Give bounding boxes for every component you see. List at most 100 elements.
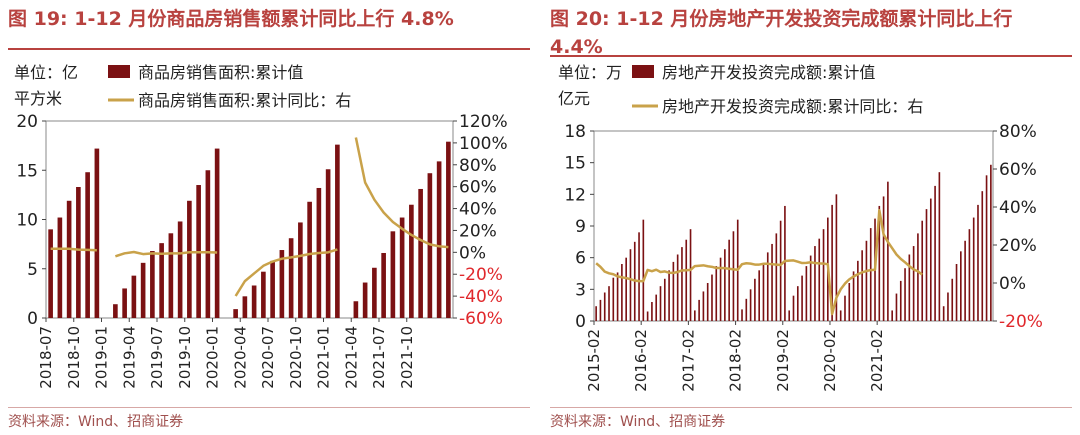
bar-mark: [784, 205, 786, 321]
bar-mark: [307, 201, 312, 318]
legend-line-label: 商品房销售面积:累计同比：右: [138, 91, 351, 110]
x-tick-label: 2019-04: [120, 326, 138, 389]
bar-mark: [76, 187, 81, 318]
bar-mark: [869, 228, 872, 321]
x-tick-label: 2021-04: [342, 326, 360, 389]
bar-mark: [418, 188, 423, 318]
yoy-line-segment: [50, 247, 97, 252]
bar-mark: [409, 204, 414, 318]
bar-mark: [908, 254, 911, 321]
bar-mark: [122, 288, 127, 318]
bar-mark: [646, 311, 649, 321]
x-tick-label: 2015-02: [585, 329, 603, 392]
bar-mark: [57, 217, 63, 318]
bar-mark: [638, 232, 640, 321]
bar-mark: [754, 278, 756, 321]
bar-mark: [955, 264, 958, 321]
bar-mark: [831, 204, 833, 321]
left-tick-label: 5: [27, 260, 38, 280]
bar-mark: [852, 271, 855, 321]
unit-label: 亿元: [558, 89, 590, 108]
bar-mark: [861, 250, 863, 321]
bar-mark: [762, 262, 765, 321]
left-tick-label: 3: [575, 280, 586, 300]
legend-bar-swatch: [632, 65, 654, 78]
right-tick-label: 0%: [999, 274, 1026, 294]
x-tick-label: 2020-01: [204, 326, 222, 389]
right-tick-label: 80%: [999, 122, 1037, 142]
bar-mark: [818, 238, 821, 321]
plot-frame: [593, 130, 994, 322]
x-tick-label: 2019-07: [148, 326, 166, 389]
bar-mark: [792, 295, 795, 321]
bar-mark: [94, 148, 100, 318]
left-tick-label: 18: [564, 122, 586, 142]
bar-mark: [381, 252, 386, 318]
bar-mark: [942, 306, 945, 321]
bar-mark: [205, 170, 211, 318]
bar-mark: [771, 243, 773, 321]
bar-mark: [981, 191, 984, 321]
right-tick-label: 20%: [999, 236, 1037, 256]
right-source-note: 资料来源：Wind、招商证券: [550, 414, 726, 430]
bar-mark: [261, 271, 266, 318]
x-tick-label: 2018-10: [65, 326, 83, 389]
x-tick-label: 2021-07: [370, 326, 388, 389]
x-tick-label: 2019-02: [774, 329, 792, 392]
bar-mark: [702, 291, 705, 321]
bar-mark: [839, 310, 842, 321]
left-title-rule: [8, 48, 530, 50]
bar-mark: [676, 254, 679, 321]
right-tick-label: -20%: [459, 265, 503, 285]
x-tick-label: 2016-02: [632, 329, 650, 392]
bar-mark: [844, 295, 846, 321]
bar-mark: [663, 278, 666, 321]
bar-mark: [270, 260, 275, 318]
bar-mark: [612, 277, 615, 321]
bar-mark: [788, 310, 791, 321]
bar-mark: [887, 181, 889, 321]
x-tick-label: 2018-07: [37, 326, 55, 389]
bar-mark: [925, 209, 928, 321]
x-tick-label: 2019-10: [176, 326, 194, 389]
bar-mark: [745, 298, 748, 321]
bar-mark: [947, 292, 949, 321]
x-tick-label: 2018-02: [727, 329, 745, 392]
bar-mark: [814, 246, 816, 321]
right-tick-label: 60%: [999, 160, 1037, 180]
bar-mark: [934, 185, 936, 321]
bar-mark: [865, 240, 868, 321]
bar-mark: [848, 283, 851, 321]
bar-mark: [758, 270, 760, 321]
bar-mark: [775, 233, 778, 321]
x-tick-label: 2017-02: [679, 329, 697, 392]
bar-mark: [929, 198, 932, 321]
right-tick-label: 120%: [459, 112, 508, 132]
bar-mark: [66, 200, 72, 318]
right-tick-label: 20%: [459, 221, 497, 241]
bar-mark: [728, 239, 730, 321]
bar-mark: [960, 251, 962, 321]
bar-mark: [921, 220, 924, 321]
bar-mark: [985, 175, 988, 321]
bar-mark: [655, 294, 658, 321]
bar-mark: [706, 283, 709, 321]
left-tick-label: 12: [564, 185, 586, 205]
bar-mark: [732, 231, 735, 321]
bar-mark: [651, 302, 653, 321]
left-tick-label: 9: [575, 217, 586, 237]
right-tick-label: 40%: [459, 200, 497, 220]
x-tick-label: 2021-10: [398, 326, 416, 389]
bar-mark: [177, 221, 183, 318]
left-chart: 0 5 10 15 20 -60%-40%-20%0%20%40%60%80%100%12…: [14, 63, 508, 389]
bar-mark: [599, 299, 602, 321]
x-tick-label: 2020-04: [231, 326, 249, 389]
bar-mark: [150, 251, 155, 318]
bar-mark: [595, 306, 597, 321]
unit-label: 平方米: [14, 89, 62, 108]
right-title-rule: [550, 55, 1072, 57]
bar-mark: [766, 252, 769, 321]
bar-mark: [724, 249, 726, 321]
unit-label: 单位：亿: [14, 63, 78, 82]
bar-mark: [446, 141, 451, 318]
